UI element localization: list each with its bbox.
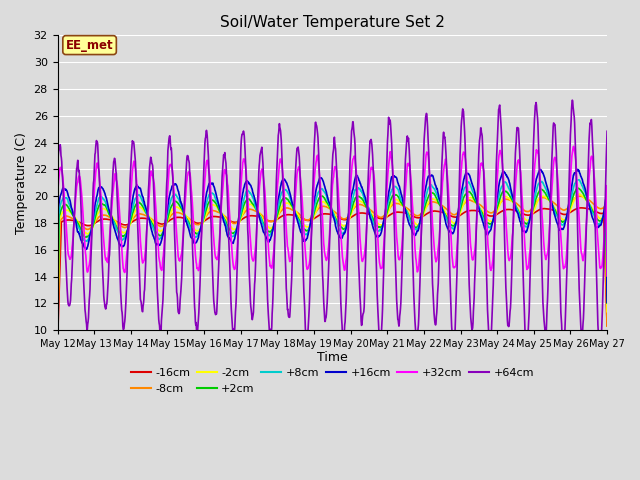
- -8cm: [490, 209, 497, 215]
- -2cm: [538, 193, 545, 199]
- +16cm: [538, 168, 545, 174]
- X-axis label: Time: Time: [317, 350, 348, 363]
- -16cm: [538, 206, 545, 212]
- +16cm: [604, 300, 611, 305]
- -8cm: [54, 333, 61, 338]
- +2cm: [237, 212, 245, 217]
- -16cm: [577, 205, 585, 211]
- Y-axis label: Temperature (C): Temperature (C): [15, 132, 28, 234]
- Line: -2cm: -2cm: [58, 194, 607, 343]
- +64cm: [604, 128, 611, 134]
- +2cm: [604, 300, 611, 306]
- +8cm: [418, 213, 426, 218]
- +2cm: [575, 185, 582, 191]
- +32cm: [54, 281, 61, 287]
- Legend: -16cm, -8cm, -2cm, +2cm, +8cm, +16cm, +32cm, +64cm: -16cm, -8cm, -2cm, +2cm, +8cm, +16cm, +3…: [126, 364, 538, 398]
- Line: +32cm: +32cm: [58, 146, 607, 284]
- +64cm: [538, 256, 545, 262]
- -8cm: [604, 324, 611, 329]
- +2cm: [54, 339, 61, 345]
- +64cm: [418, 222, 426, 228]
- +64cm: [596, 352, 604, 358]
- +64cm: [490, 282, 497, 288]
- +32cm: [570, 144, 577, 149]
- +16cm: [54, 308, 61, 314]
- +8cm: [176, 199, 184, 205]
- +8cm: [574, 177, 582, 183]
- Line: +8cm: +8cm: [58, 180, 607, 340]
- -16cm: [604, 323, 611, 329]
- -16cm: [418, 214, 426, 220]
- -8cm: [577, 193, 584, 199]
- +32cm: [176, 258, 184, 264]
- Line: +2cm: +2cm: [58, 188, 607, 342]
- +8cm: [490, 217, 497, 223]
- +2cm: [176, 203, 184, 209]
- +2cm: [163, 220, 170, 226]
- +16cm: [176, 194, 184, 200]
- +8cm: [604, 286, 611, 292]
- +8cm: [237, 208, 245, 214]
- +32cm: [490, 252, 497, 257]
- +8cm: [538, 179, 545, 184]
- -2cm: [604, 309, 611, 314]
- -16cm: [54, 341, 61, 347]
- +64cm: [237, 138, 245, 144]
- Line: +16cm: +16cm: [58, 169, 607, 311]
- -2cm: [576, 191, 584, 197]
- -16cm: [176, 215, 184, 220]
- +2cm: [490, 217, 497, 223]
- +8cm: [163, 217, 170, 223]
- +2cm: [418, 216, 426, 222]
- Line: -16cm: -16cm: [58, 208, 607, 344]
- +2cm: [538, 187, 545, 192]
- -8cm: [163, 219, 170, 225]
- +16cm: [237, 199, 245, 204]
- +32cm: [237, 179, 245, 185]
- +16cm: [490, 216, 497, 222]
- +64cm: [54, 312, 61, 318]
- -8cm: [237, 214, 245, 220]
- +64cm: [176, 306, 184, 312]
- -2cm: [163, 221, 170, 227]
- +32cm: [163, 207, 170, 213]
- +32cm: [604, 273, 611, 279]
- -16cm: [490, 213, 497, 219]
- -2cm: [237, 215, 245, 221]
- -2cm: [418, 216, 426, 222]
- +16cm: [418, 210, 426, 216]
- -8cm: [176, 210, 184, 216]
- -16cm: [237, 217, 245, 223]
- +64cm: [163, 189, 170, 194]
- +32cm: [418, 228, 426, 233]
- +32cm: [538, 205, 545, 211]
- +16cm: [163, 213, 170, 218]
- +64cm: [568, 97, 576, 103]
- Line: +64cm: +64cm: [58, 100, 607, 355]
- Title: Soil/Water Temperature Set 2: Soil/Water Temperature Set 2: [220, 15, 445, 30]
- +16cm: [574, 167, 582, 172]
- Text: EE_met: EE_met: [66, 38, 113, 52]
- -2cm: [490, 217, 497, 223]
- -16cm: [163, 220, 170, 226]
- +8cm: [54, 337, 61, 343]
- -8cm: [418, 211, 426, 216]
- Line: -8cm: -8cm: [58, 196, 607, 336]
- -8cm: [538, 195, 545, 201]
- -2cm: [54, 340, 61, 346]
- -2cm: [176, 206, 184, 212]
